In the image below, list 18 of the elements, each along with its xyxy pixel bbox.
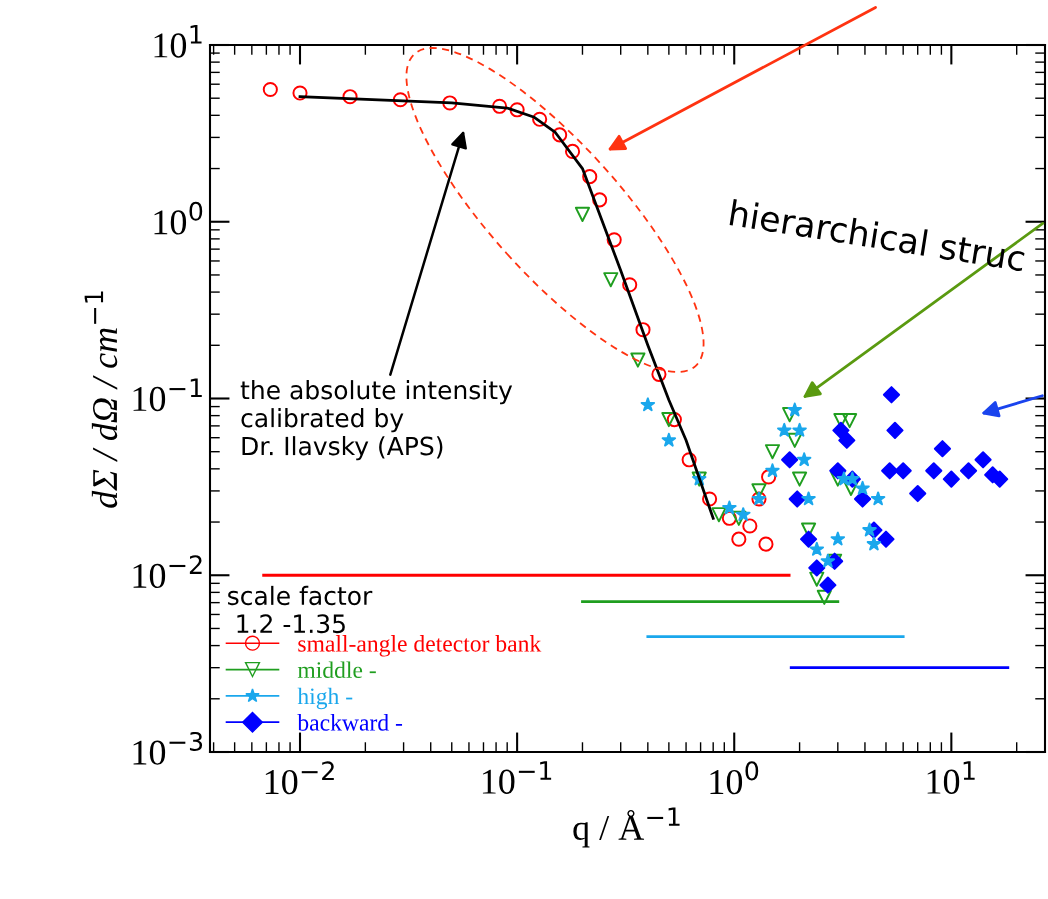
legend-label: middle - bbox=[297, 661, 376, 679]
x-axis-title: q / Å$^{−1}$ bbox=[573, 807, 680, 848]
x-tick-label: 10$^{0}$ bbox=[710, 761, 759, 795]
x-tick-label: 10$^{−2}$ bbox=[265, 761, 334, 795]
annotation: hierarchical struc bbox=[729, 198, 1026, 272]
legend-label: high - bbox=[297, 687, 353, 710]
y-tick-label: 10$^{−2}$ bbox=[133, 555, 202, 589]
y-axis-title: dΣ / dΩ / cm$^{−1}$ bbox=[84, 291, 118, 508]
y-tick-label: 10$^{0}$ bbox=[154, 201, 203, 235]
annotation: the absolute intensity calibrated by Dr. Ilavsky (APS) bbox=[240, 380, 513, 461]
annotation: scale factor 1.2 -1.35 bbox=[228, 585, 373, 634]
legend-label: backward - bbox=[297, 714, 403, 731]
y-tick-label: 10$^{1}$ bbox=[154, 25, 202, 58]
x-tick-label: 10$^{−1}$ bbox=[482, 761, 552, 794]
y-tick-label: 10$^{−3}$ bbox=[133, 731, 203, 765]
x-tick-label: 10$^{1}$ bbox=[927, 761, 975, 794]
legend-label: small-angle detector bank bbox=[298, 635, 542, 657]
y-tick-label: 10$^{−1}$ bbox=[133, 378, 202, 412]
